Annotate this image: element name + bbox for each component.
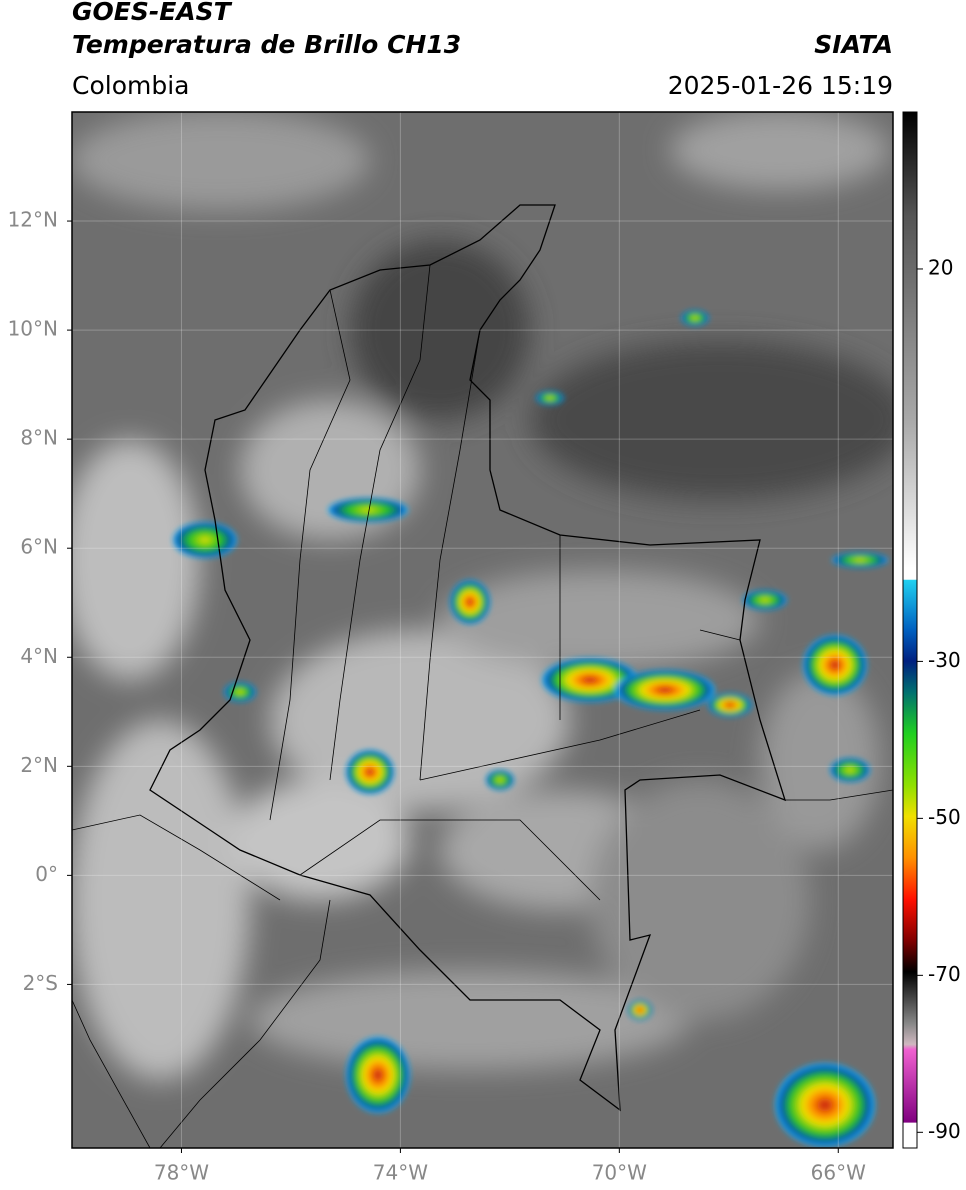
region: Colombia <box>72 71 189 100</box>
lat-tick-label: 6°N <box>20 535 58 559</box>
lon-tick-label: 74°W <box>373 1161 428 1185</box>
lon-tick-label: 66°W <box>811 1161 866 1185</box>
colorbar <box>902 111 918 1149</box>
lat-tick-label: 10°N <box>8 317 58 341</box>
product: Temperatura de Brillo CH13 <box>72 30 461 59</box>
source: SIATA <box>814 30 893 59</box>
lat-tick-label: 8°N <box>20 426 58 450</box>
colorbar-label: -30 <box>928 648 961 672</box>
lat-tick-label: 4°N <box>20 644 58 668</box>
timestamp: 2025-01-26 15:19 <box>668 71 893 100</box>
satellite: GOES-EAST <box>72 0 233 26</box>
lat-tick-label: 0° <box>35 862 58 886</box>
colorbar-label: -70 <box>928 962 961 986</box>
colorbar-label: 20 <box>928 255 953 279</box>
colorbar-label: -50 <box>928 805 961 829</box>
lat-tick-label: 2°S <box>23 971 58 995</box>
lat-tick-label: 2°N <box>20 753 58 777</box>
lat-tick-label: 12°N <box>8 208 58 232</box>
lon-tick-label: 78°W <box>154 1161 209 1185</box>
satellite-image <box>72 112 893 1148</box>
colorbar-label: -90 <box>928 1119 961 1143</box>
map-frame <box>71 111 894 1149</box>
lon-tick-label: 70°W <box>592 1161 647 1185</box>
